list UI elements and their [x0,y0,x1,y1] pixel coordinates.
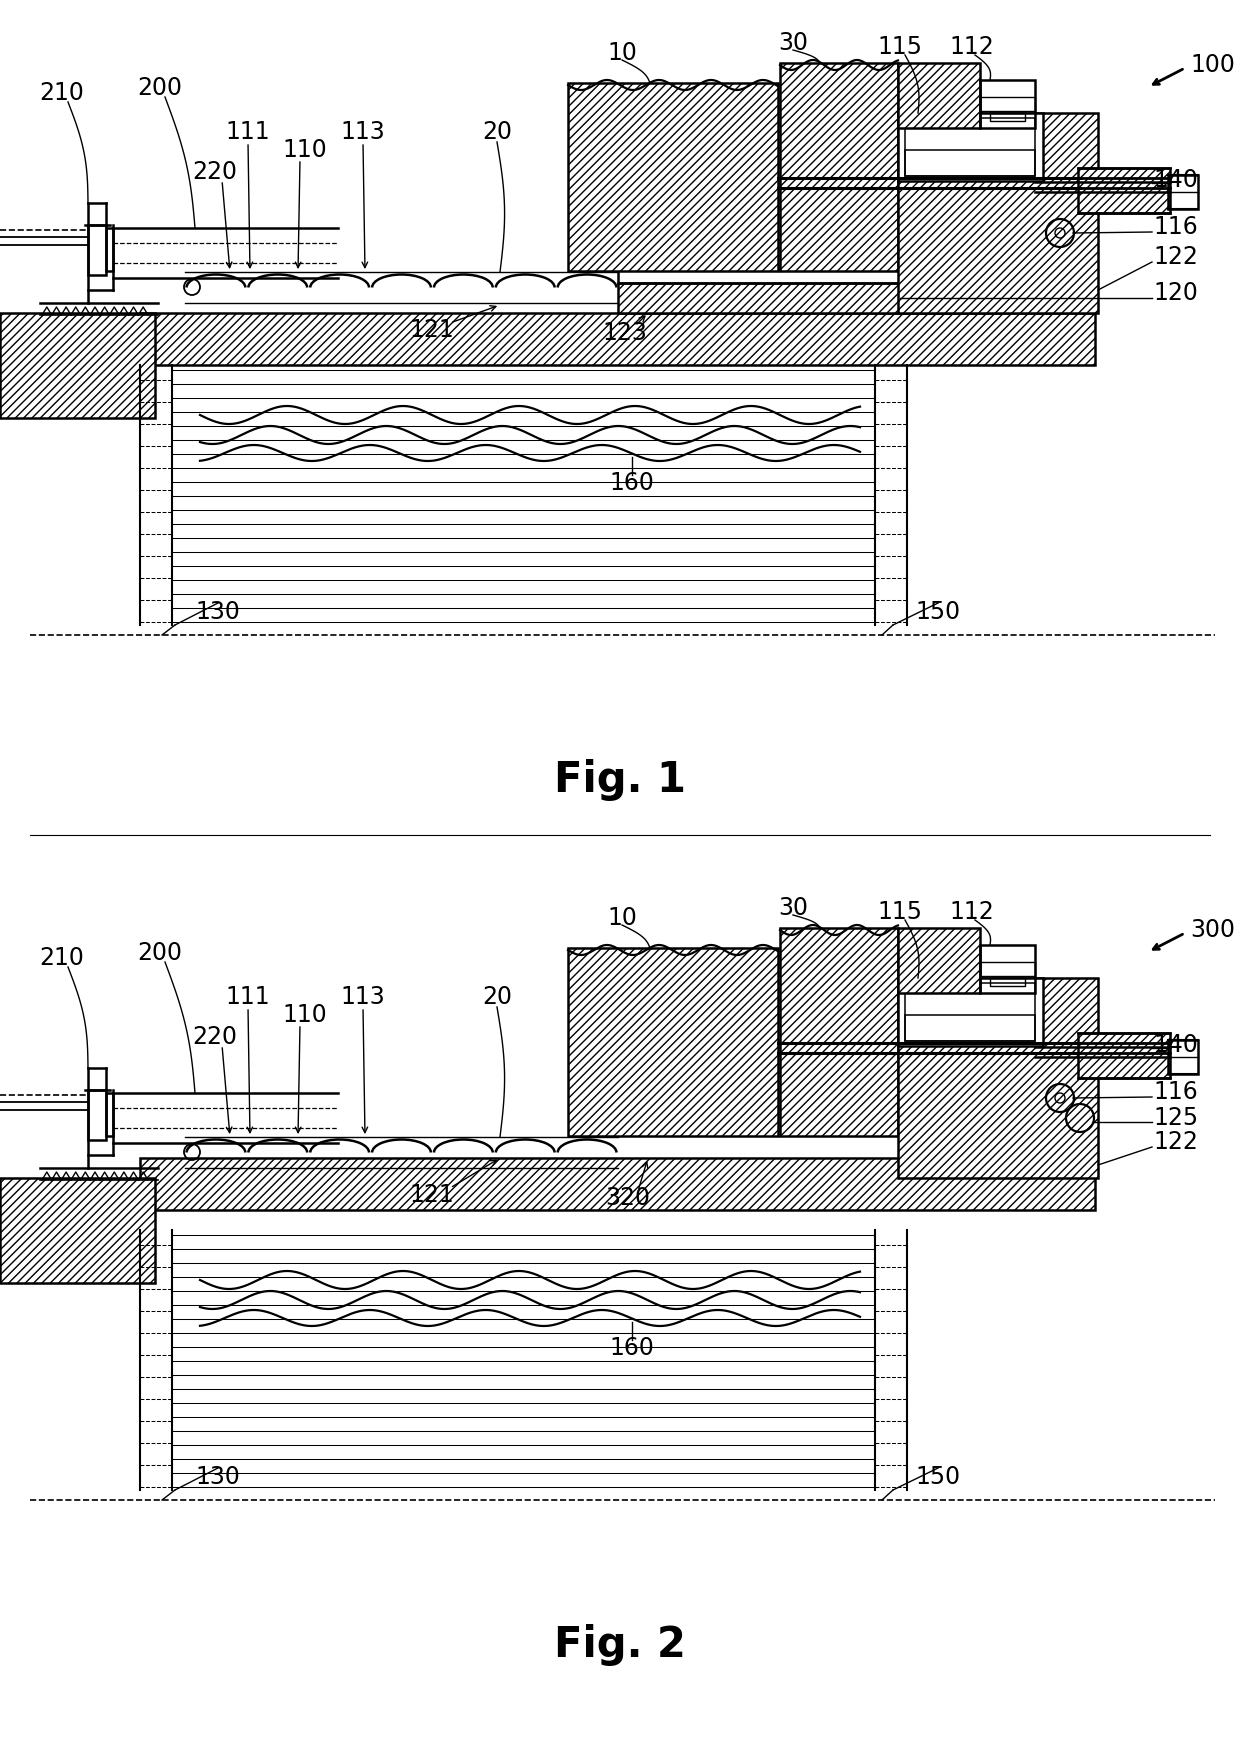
Text: 123: 123 [603,321,647,344]
Bar [990,978,1025,985]
Bar [905,984,1035,1041]
Text: Fig. 1: Fig. 1 [554,758,686,802]
Text: 115: 115 [878,900,923,924]
Text: 220: 220 [192,1025,238,1048]
Bar [905,119,1035,176]
Bar [898,114,1043,182]
Text: 120: 120 [1153,281,1198,306]
Bar [980,963,1035,977]
Text: 150: 150 [915,1466,961,1488]
Text: 130: 130 [196,599,241,624]
Text: 10: 10 [608,907,637,929]
Text: 121: 121 [409,1183,454,1207]
Text: 122: 122 [1153,245,1198,269]
Bar [0,313,155,418]
Bar [568,84,777,271]
Text: 125: 125 [1153,1106,1198,1130]
Text: 220: 220 [192,161,238,183]
Bar [105,229,113,271]
Text: 30: 30 [777,896,808,921]
Bar [980,945,1035,992]
Bar [1078,168,1171,213]
Text: 111: 111 [226,985,270,1010]
Text: 110: 110 [283,138,327,162]
Text: 111: 111 [226,121,270,143]
Text: 210: 210 [40,945,84,970]
Text: 20: 20 [482,121,512,143]
Text: 200: 200 [138,942,182,964]
Bar [898,928,980,992]
Bar [898,63,980,128]
Text: 300: 300 [1190,917,1235,942]
Text: 130: 130 [196,1466,241,1488]
Text: 140: 140 [1153,1032,1198,1057]
Text: 113: 113 [341,985,386,1010]
Bar [105,1094,113,1136]
Bar [905,150,1035,176]
Bar [140,1158,1095,1211]
Bar [905,1015,1035,1041]
Text: 122: 122 [1153,1130,1198,1155]
Text: Fig. 2: Fig. 2 [554,1625,686,1667]
Bar [780,928,898,1136]
Text: 116: 116 [1153,215,1198,239]
Text: 110: 110 [283,1003,327,1027]
Bar [898,978,1097,1177]
Text: 10: 10 [608,40,637,65]
Bar [88,1090,105,1141]
Bar [1168,175,1198,210]
Text: 112: 112 [950,900,994,924]
Text: 116: 116 [1153,1080,1198,1104]
Bar [0,1177,155,1282]
Bar [1168,1039,1198,1074]
Text: 112: 112 [950,35,994,59]
Bar [980,80,1035,128]
Bar [780,63,898,271]
Text: 200: 200 [138,77,182,100]
Text: 113: 113 [341,121,386,143]
Text: 150: 150 [915,599,961,624]
Bar [898,114,1097,313]
Text: 115: 115 [878,35,923,59]
Bar [1078,1032,1171,1078]
Bar [618,271,975,283]
Bar [990,114,1025,121]
Bar [618,283,975,313]
Text: 210: 210 [40,80,84,105]
Text: 160: 160 [610,1336,655,1359]
Bar [140,313,1095,365]
Text: 100: 100 [1190,52,1235,77]
Text: 20: 20 [482,985,512,1010]
Bar [980,98,1035,112]
Text: 320: 320 [605,1186,651,1211]
Bar [898,978,1043,1046]
Text: 30: 30 [777,31,808,54]
Bar [88,225,105,274]
Text: 160: 160 [610,472,655,494]
Text: 121: 121 [409,318,454,342]
Bar [568,949,777,1136]
Text: 140: 140 [1153,168,1198,192]
